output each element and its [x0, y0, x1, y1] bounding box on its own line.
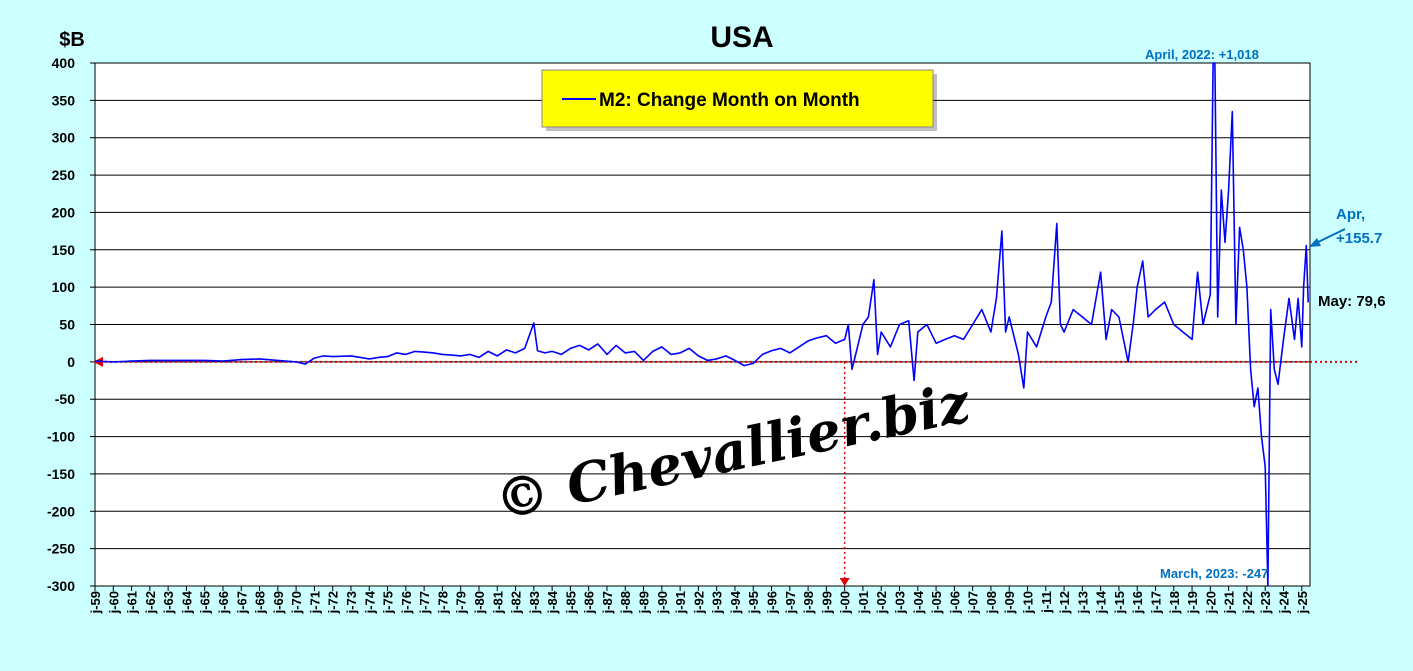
x-tick-label: j-86 [582, 591, 597, 614]
annotation-april-arrow-head [1309, 238, 1321, 247]
y-tick-label: -50 [55, 391, 75, 407]
x-tick-label: j-69 [271, 591, 286, 614]
x-tick-label: j-17 [1148, 591, 1163, 614]
x-tick-label: j-13 [1075, 591, 1090, 614]
x-tick-label: j-12 [1057, 591, 1072, 614]
x-tick-label: j-24 [1276, 590, 1291, 614]
annotation-april-arrow-line [1313, 228, 1346, 245]
x-tick-label: j-78 [435, 591, 450, 614]
x-tick-label: j-91 [673, 591, 688, 614]
annotation-april-value: +155.7 [1336, 230, 1382, 247]
x-tick-label: j-72 [326, 591, 341, 614]
y-tick-label: -250 [47, 541, 75, 557]
chart-title: USA [710, 21, 773, 54]
y-tick-label: 150 [52, 242, 76, 258]
x-tick-label: j-03 [893, 591, 908, 614]
y-tick-label: -150 [47, 466, 75, 482]
x-tick-label: j-01 [856, 591, 871, 614]
x-tick-label: j-25 [1295, 591, 1310, 614]
x-tick-label: j-61 [125, 591, 140, 614]
annotation-may: May: 79,6 [1318, 293, 1386, 310]
x-tick-label: j-76 [399, 591, 414, 614]
annotation-peak: April, 2022: +1,018 [1145, 47, 1259, 62]
x-tick-label: j-83 [527, 591, 542, 614]
y-tick-label: 400 [52, 55, 76, 71]
y-tick-label: -100 [47, 429, 75, 445]
x-tick-label: j-95 [746, 591, 761, 614]
x-tick-label: j-97 [783, 591, 798, 614]
legend: M2: Change Month on Month [541, 69, 937, 131]
x-tick-label: j-71 [307, 591, 322, 614]
x-tick-label: j-70 [289, 591, 304, 614]
gridlines [95, 99, 1310, 550]
x-tick-label: j-88 [618, 591, 633, 614]
x-tick-label: j-92 [691, 591, 706, 614]
y-tick-label: -200 [47, 503, 75, 519]
x-tick-label: j-02 [874, 591, 889, 614]
x-tick-label: j-93 [710, 591, 725, 614]
x-tick-label: j-75 [381, 591, 396, 614]
x-tick-label: j-63 [161, 591, 176, 614]
year-2000-arrow [839, 578, 850, 586]
legend-label: M2: Change Month on Month [599, 90, 860, 111]
y-tick-label: 0 [67, 354, 75, 370]
x-tick-label: j-21 [1222, 591, 1237, 614]
x-tick-label: j-23 [1258, 591, 1273, 614]
x-tick-label: j-62 [143, 591, 158, 614]
annotation-trough: March, 2023: -247 [1160, 566, 1268, 581]
x-tick-label: j-85 [563, 591, 578, 614]
x-tick-label: j-64 [179, 590, 194, 614]
y-tick-label: 50 [59, 317, 75, 333]
x-tick-label: j-19 [1185, 591, 1200, 614]
x-tick-label: j-11 [1039, 591, 1054, 614]
x-tick-label: j-82 [509, 591, 524, 614]
x-tick-label: j-14 [1094, 590, 1109, 614]
x-tick-label: j-73 [344, 591, 359, 614]
x-tick-label: j-04 [911, 590, 926, 614]
y-tick-label: 300 [52, 130, 76, 146]
x-tick-label: j-77 [417, 591, 432, 614]
x-tick-label: j-99 [819, 591, 834, 614]
x-tick-label: j-15 [1112, 591, 1127, 614]
x-tick-label: j-09 [1002, 591, 1017, 614]
x-tick-label: j-87 [600, 591, 615, 614]
x-tick-label: j-20 [1203, 591, 1218, 614]
x-tick-label: j-60 [106, 591, 121, 614]
x-tick-label: j-66 [216, 591, 231, 614]
x-tick-label: j-80 [472, 591, 487, 614]
x-tick-label: j-74 [362, 590, 377, 614]
x-tick-label: j-16 [1130, 591, 1145, 614]
x-tick-label: j-81 [490, 591, 505, 614]
x-tick-label: j-06 [947, 591, 962, 614]
y-tick-label: -300 [47, 578, 75, 594]
x-tick-label: j-22 [1240, 591, 1255, 614]
x-tick-label: j-89 [637, 591, 652, 614]
series-line-m2 [94, 62, 1309, 587]
x-tick-label: j-00 [838, 591, 853, 614]
x-tick-label: j-90 [655, 591, 670, 614]
x-tick-label: j-67 [234, 591, 249, 614]
y-axis-ticks: 400 350 300 250 200 150 100 50 0 -50 -100 -150 -200 -… [47, 55, 95, 594]
x-tick-label: j-05 [929, 591, 944, 614]
y-tick-label: 200 [52, 204, 76, 220]
y-tick-label: 100 [52, 279, 76, 295]
x-tick-label: j-65 [198, 591, 213, 614]
x-tick-label: j-98 [801, 591, 816, 614]
x-tick-label: j-10 [1021, 591, 1036, 614]
x-axis-ticks: j-59 j-60 j-61 j-62 j-63 j-64 j-65 j-66 j-67 j-68… [88, 586, 1310, 614]
annotation-april-label: Apr, [1336, 206, 1365, 223]
x-tick-label: j-07 [966, 591, 981, 614]
x-tick-label: j-96 [765, 591, 780, 614]
x-tick-label: j-84 [545, 590, 560, 614]
y-axis-unit: $B [59, 29, 85, 51]
x-tick-label: j-18 [1167, 591, 1182, 614]
x-tick-label: j-94 [728, 590, 743, 614]
x-tick-label: j-68 [253, 591, 268, 614]
y-tick-label: 350 [52, 92, 76, 108]
x-tick-label: j-79 [454, 591, 469, 614]
x-tick-label: j-59 [88, 591, 103, 614]
y-tick-label: 250 [52, 167, 76, 183]
x-tick-label: j-08 [984, 591, 999, 614]
